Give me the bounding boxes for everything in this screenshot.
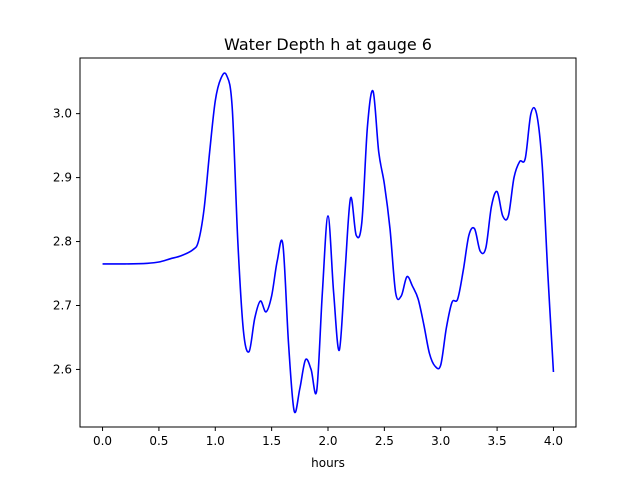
x-axis-label: hours <box>311 456 345 470</box>
x-tick-label: 2.5 <box>375 434 394 448</box>
plot-frame <box>79 57 577 428</box>
x-tick-label: 4.0 <box>544 434 563 448</box>
series-line <box>102 72 555 414</box>
x-tick-label: 3.0 <box>431 434 450 448</box>
y-tick-label: 3.0 <box>53 107 72 121</box>
x-tick-label: 0.5 <box>149 434 168 448</box>
data-series <box>102 72 555 414</box>
chart-title: Water Depth h at gauge 6 <box>224 35 432 54</box>
x-tick-label: 1.0 <box>206 434 225 448</box>
x-tick-label: 0.0 <box>93 434 112 448</box>
x-tick-label: 2.0 <box>318 434 337 448</box>
x-tick-label: 3.5 <box>488 434 507 448</box>
y-tick-label: 2.7 <box>53 298 72 312</box>
y-tick-label: 2.8 <box>53 235 72 249</box>
y-tick-label: 2.6 <box>53 362 72 376</box>
x-tick-label: 1.5 <box>262 434 281 448</box>
axis-ticks: 0.0 0.5 1.0 1.5 2.0 2.5 3.0 3.5 4.0 2.6 2.7 2.8 2.9 3… <box>53 107 563 448</box>
y-tick-label: 2.9 <box>53 171 72 185</box>
